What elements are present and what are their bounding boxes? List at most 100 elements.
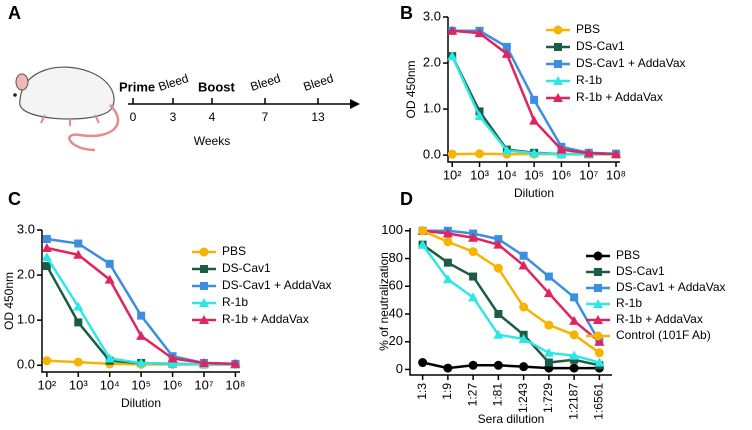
x-tick-label: 10⁵ xyxy=(131,377,151,392)
data-marker xyxy=(418,358,428,368)
data-marker xyxy=(519,251,528,260)
y-tick-label: 1.0 xyxy=(423,101,441,116)
data-marker xyxy=(443,258,452,267)
data-marker xyxy=(104,353,115,363)
data-marker xyxy=(518,333,529,343)
legend-label: DS-Cav1 + AddaVax xyxy=(616,280,726,294)
x-tick-label: 1:6561 xyxy=(592,383,606,420)
legend-marker xyxy=(593,331,603,341)
data-marker xyxy=(501,145,512,155)
y-tick-label: 0.0 xyxy=(17,357,35,372)
x-tick-label: 1:729 xyxy=(541,383,555,413)
timeline-tick-label: 4 xyxy=(209,110,216,124)
legend-label: R-1b xyxy=(576,73,602,87)
x-tick-label: 10⁴ xyxy=(497,167,517,182)
timeline-tick-label: 3 xyxy=(170,110,177,124)
y-tick-label: 80 xyxy=(389,250,403,265)
data-marker xyxy=(105,259,114,268)
x-tick-label: 1:243 xyxy=(516,383,530,413)
y-tick-label: 100 xyxy=(381,222,403,237)
y-axis-label: % of neutralization xyxy=(377,252,391,351)
data-marker xyxy=(501,48,512,58)
panel-label: C xyxy=(8,189,21,209)
data-marker xyxy=(73,357,83,367)
series-line xyxy=(421,243,600,367)
axis-line xyxy=(409,228,612,376)
legend-label: DS-Cav1 xyxy=(222,261,271,275)
data-marker xyxy=(73,301,84,311)
data-marker xyxy=(42,235,51,244)
legend-label: PBS xyxy=(576,22,600,36)
legend-marker xyxy=(199,315,209,324)
data-marker xyxy=(468,292,479,302)
x-tick-label: 10⁸ xyxy=(606,167,626,182)
x-tick-label: 1:3 xyxy=(415,383,429,400)
x-axis-label: Dilution xyxy=(121,396,161,410)
data-marker xyxy=(518,260,529,270)
data-marker xyxy=(594,357,605,367)
series-line xyxy=(422,229,601,354)
data-marker xyxy=(556,149,567,159)
data-marker xyxy=(167,353,178,363)
data-marker xyxy=(519,302,529,312)
data-marker xyxy=(418,226,428,236)
panel-label: D xyxy=(400,189,413,209)
timeline-event: Boost xyxy=(198,79,236,94)
panel-label: A xyxy=(8,3,21,23)
y-tick-label: 3.0 xyxy=(423,8,441,23)
legend-marker xyxy=(593,315,603,324)
data-marker xyxy=(494,309,503,318)
x-tick-label: 10⁷ xyxy=(194,377,213,392)
legend-marker xyxy=(593,299,603,308)
data-marker xyxy=(42,262,51,271)
data-marker xyxy=(594,336,605,346)
data-marker xyxy=(468,247,478,257)
x-tick-label: 10⁷ xyxy=(579,167,598,182)
x-tick-label: 1:27 xyxy=(465,383,479,407)
data-marker xyxy=(530,95,539,104)
y-tick-label: 0.0 xyxy=(423,147,441,162)
timeline-event: Prime xyxy=(119,79,155,94)
x-tick-label: 10⁵ xyxy=(524,167,544,182)
data-marker xyxy=(42,356,52,366)
data-marker xyxy=(529,115,540,125)
data-marker xyxy=(594,348,604,358)
data-marker xyxy=(544,272,553,281)
data-marker xyxy=(611,149,622,159)
legend-marker xyxy=(553,93,563,102)
y-tick-label: 2.0 xyxy=(17,267,35,282)
data-marker xyxy=(167,358,178,368)
y-axis-label: OD 450nm xyxy=(404,60,418,118)
legend-label: PBS xyxy=(222,244,246,258)
series-line xyxy=(422,229,601,343)
data-marker xyxy=(469,272,478,281)
axis-line xyxy=(41,230,240,373)
data-marker xyxy=(443,237,453,247)
data-marker xyxy=(474,110,485,120)
data-marker xyxy=(230,358,241,368)
legend-label: R-1b xyxy=(616,296,642,310)
legend-marker xyxy=(554,43,562,51)
data-marker xyxy=(502,42,511,51)
data-marker xyxy=(417,239,428,249)
timeline-tick-label: 0 xyxy=(130,110,137,124)
data-marker xyxy=(475,149,485,159)
legend-marker xyxy=(553,25,563,35)
data-marker xyxy=(493,329,504,339)
data-marker xyxy=(447,25,458,35)
mouse-illustration xyxy=(13,66,120,152)
data-marker xyxy=(73,249,84,259)
legend-label: R-1b + AddaVax xyxy=(222,312,309,326)
legend-label: PBS xyxy=(616,248,640,262)
x-tick-label: 10⁶ xyxy=(552,167,572,182)
data-marker xyxy=(494,235,503,244)
y-tick-label: 40 xyxy=(389,305,403,320)
x-tick-label: 10² xyxy=(443,167,462,182)
x-tick-label: 1:2187 xyxy=(566,383,580,420)
x-tick-label: 1:9 xyxy=(440,383,454,400)
timeline-event: Bleed xyxy=(302,71,336,94)
data-marker xyxy=(544,320,554,330)
series-line xyxy=(422,229,601,343)
data-marker xyxy=(41,243,52,253)
data-marker xyxy=(41,252,52,262)
